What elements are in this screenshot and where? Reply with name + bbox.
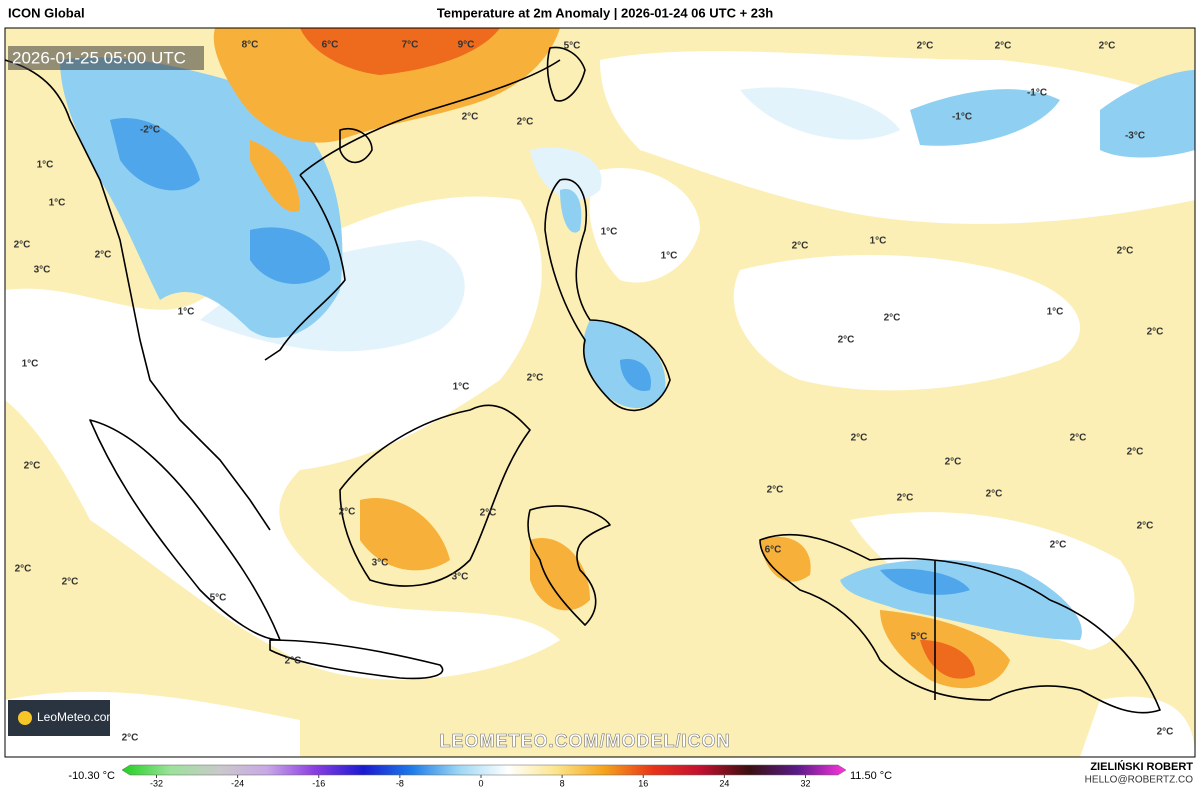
- contour-label: 2°C: [1127, 447, 1144, 458]
- contour-label: 2°C: [122, 733, 139, 744]
- colorbar-tick-label: -16: [312, 778, 325, 788]
- contour-label: 2°C: [838, 335, 855, 346]
- contour-label: 2°C: [1137, 521, 1154, 532]
- contour-label: 2°C: [851, 433, 868, 444]
- author: ZIELIŃSKI ROBERT: [1090, 760, 1193, 773]
- watermark: LEOMETEO.COM/MODEL/ICON: [440, 731, 731, 751]
- colorbar-tick-label: 32: [800, 778, 810, 788]
- contour-label: 2°C: [884, 313, 901, 324]
- contour-label: 2°C: [792, 241, 809, 252]
- contour-label: 2°C: [480, 508, 497, 519]
- logo-text: LeoMeteo.com: [37, 710, 116, 724]
- contour-label: 1°C: [49, 198, 66, 209]
- contour-label: 5°C: [911, 632, 928, 643]
- contour-label: 2°C: [339, 507, 356, 518]
- colorbar: [121, 764, 847, 776]
- colorbar-tick-label: 24: [719, 778, 729, 788]
- contour-label: 2°C: [945, 457, 962, 468]
- contour-label: 2°C: [62, 577, 79, 588]
- contour-label: 1°C: [1047, 307, 1064, 318]
- contour-label: 1°C: [453, 382, 470, 393]
- contour-label: 2°C: [462, 112, 479, 123]
- contour-label: -2°C: [140, 125, 160, 136]
- contour-label: 8°C: [242, 40, 259, 51]
- contour-label: 2°C: [1070, 433, 1087, 444]
- logo-sun: [18, 711, 32, 725]
- contour-label: 2°C: [1147, 327, 1164, 338]
- map-title: Temperature at 2m Anomaly | 2026-01-24 0…: [437, 5, 773, 20]
- contour-label: 2°C: [14, 240, 31, 251]
- time-badge-bg: [8, 46, 204, 70]
- contour-label: 6°C: [322, 40, 339, 51]
- contour-label: 5°C: [210, 593, 227, 604]
- contour-label: 2°C: [1099, 41, 1116, 52]
- colorbar-tick-label: 0: [478, 778, 483, 788]
- contour-label: 5°C: [564, 41, 581, 52]
- contour-label: 1°C: [870, 236, 887, 247]
- contour-label: -1°C: [1027, 88, 1047, 99]
- contour-label: 3°C: [452, 572, 469, 583]
- contour-label: 1°C: [661, 251, 678, 262]
- colorbar-max: 11.50 °C: [850, 770, 892, 782]
- model-name: ICON Global: [8, 5, 85, 20]
- contour-label: 2°C: [285, 656, 302, 667]
- contour-label: 1°C: [601, 227, 618, 238]
- contour-label: 2°C: [1117, 246, 1134, 257]
- contour-label: -1°C: [952, 112, 972, 123]
- contour-label: 2°C: [897, 493, 914, 504]
- contour-label: 2°C: [24, 461, 41, 472]
- contour-label: 2°C: [15, 564, 32, 575]
- contour-label: 2°C: [1157, 727, 1174, 738]
- contour-label: 9°C: [458, 40, 475, 51]
- contour-label: 2°C: [1050, 540, 1067, 551]
- contour-label: 3°C: [34, 265, 51, 276]
- contour-label: 1°C: [22, 359, 39, 370]
- colorbar-tick-label: -24: [231, 778, 244, 788]
- contour-label: 1°C: [37, 160, 54, 171]
- contour-label: 2°C: [527, 373, 544, 384]
- contour-label: 2°C: [917, 41, 934, 52]
- contour-label: 2°C: [767, 485, 784, 496]
- colorbar-tick-label: -8: [396, 778, 404, 788]
- contour-label: 2°C: [986, 489, 1003, 500]
- colorbar-tick-label: 16: [638, 778, 648, 788]
- contour-label: 6°C: [765, 545, 782, 556]
- valid-time: 2026-01-25 05:00 UTC: [12, 48, 186, 67]
- map-frame: [4, 27, 1196, 758]
- email: HELLO@ROBERTZ.CO: [1085, 775, 1194, 786]
- colorbar-min: -10.30 °C: [68, 770, 115, 782]
- contour-label: 2°C: [517, 117, 534, 128]
- contour-label: 2°C: [95, 250, 112, 261]
- contour-label: -3°C: [1125, 131, 1145, 142]
- contour-label: 3°C: [372, 558, 389, 569]
- contour-label: 2°C: [995, 41, 1012, 52]
- contour-label: 7°C: [402, 40, 419, 51]
- colorbar-tick-label: -32: [150, 778, 163, 788]
- contour-label: 1°C: [178, 307, 195, 318]
- colorbar-tick-label: 8: [560, 778, 565, 788]
- map: 8°C 6°C 7°C 9°C 5°C 2°C 2°C 2°C -1°C -1°C -3°C 2°C 2…: [5, 28, 1195, 757]
